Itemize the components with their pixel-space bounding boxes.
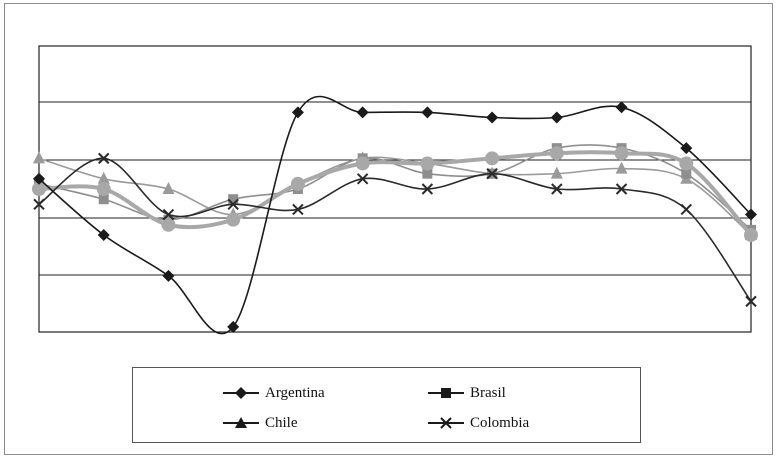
data-point-average-3: [161, 217, 176, 232]
data-point-average-2: [96, 182, 111, 196]
series-line-chile: [38, 156, 752, 236]
data-point-argentina-5: [291, 106, 304, 119]
data-point-colombia-4: [227, 198, 239, 211]
data-point-brasil-7: [422, 168, 433, 179]
data-point-average-9: [549, 146, 564, 161]
series-line-brasil: [38, 144, 752, 231]
data-point-chile-10: [615, 161, 628, 174]
triangle-marker-icon: [223, 417, 259, 428]
legend-label-chile: Chile: [265, 414, 298, 431]
data-point-brasil-2: [98, 194, 109, 205]
data-point-chile-3: [162, 182, 175, 194]
data-point-average-8: [485, 151, 500, 166]
data-point-average-4: [226, 212, 241, 227]
data-point-argentina-11: [680, 142, 693, 155]
data-point-argentina-3: [162, 269, 175, 282]
legend-item-chile: Chile: [223, 412, 298, 434]
legend-label-argentina: Argentina: [265, 384, 325, 401]
plot-area: [38, 45, 752, 333]
data-point-colombia-10: [615, 183, 628, 195]
data-point-chile-1: [33, 151, 45, 164]
data-point-colombia-2: [98, 152, 110, 165]
data-point-argentina-4: [227, 320, 240, 333]
data-point-argentina-10: [615, 101, 628, 114]
data-point-argentina-12: [745, 208, 757, 221]
series-line-colombia: [38, 157, 752, 302]
line-chart: [32, 45, 758, 335]
data-point-argentina-7: [421, 106, 434, 119]
data-point-colombia-1: [33, 198, 45, 211]
legend-item-argentina: Argentina: [223, 382, 325, 404]
data-point-argentina-1: [33, 172, 45, 185]
data-point-colombia-3: [162, 208, 175, 221]
data-point-chile-9: [550, 166, 563, 179]
data-point-argentina-6: [356, 106, 369, 119]
data-point-average-1: [32, 182, 46, 196]
x-marker-icon: [428, 417, 464, 429]
data-point-average-10: [614, 146, 629, 161]
data-point-argentina-8: [486, 111, 499, 124]
data-point-average-11: [679, 156, 694, 171]
data-point-colombia-6: [356, 173, 369, 185]
data-point-brasil-4: [228, 194, 239, 205]
data-point-colombia-11: [680, 203, 692, 216]
legend-label-brasil: Brasil: [470, 384, 506, 401]
data-point-argentina-2: [97, 228, 110, 241]
data-point-average-7: [420, 156, 435, 171]
square-marker-icon: [428, 388, 464, 398]
legend-item-colombia: Colombia: [428, 412, 529, 434]
data-point-average-5: [290, 176, 305, 191]
diamond-marker-icon: [223, 387, 259, 399]
legend-label-colombia: Colombia: [470, 414, 530, 431]
data-point-average-6: [355, 156, 370, 171]
data-point-colombia-5: [292, 203, 304, 216]
data-point-average-12: [744, 227, 758, 242]
data-point-argentina-9: [550, 111, 563, 124]
data-point-colombia-8: [486, 167, 498, 180]
legend-item-brasil: Brasil: [428, 382, 506, 404]
data-point-colombia-9: [551, 183, 563, 195]
data-point-brasil-11: [681, 168, 692, 179]
data-point-chile-2: [97, 171, 110, 184]
chart-frame: Argentina Brasil Chile Colombia: [4, 3, 773, 455]
chart-legend: Argentina Brasil Chile Colombia: [132, 367, 641, 443]
data-point-colombia-7: [421, 183, 434, 195]
data-point-colombia-12: [745, 295, 757, 308]
